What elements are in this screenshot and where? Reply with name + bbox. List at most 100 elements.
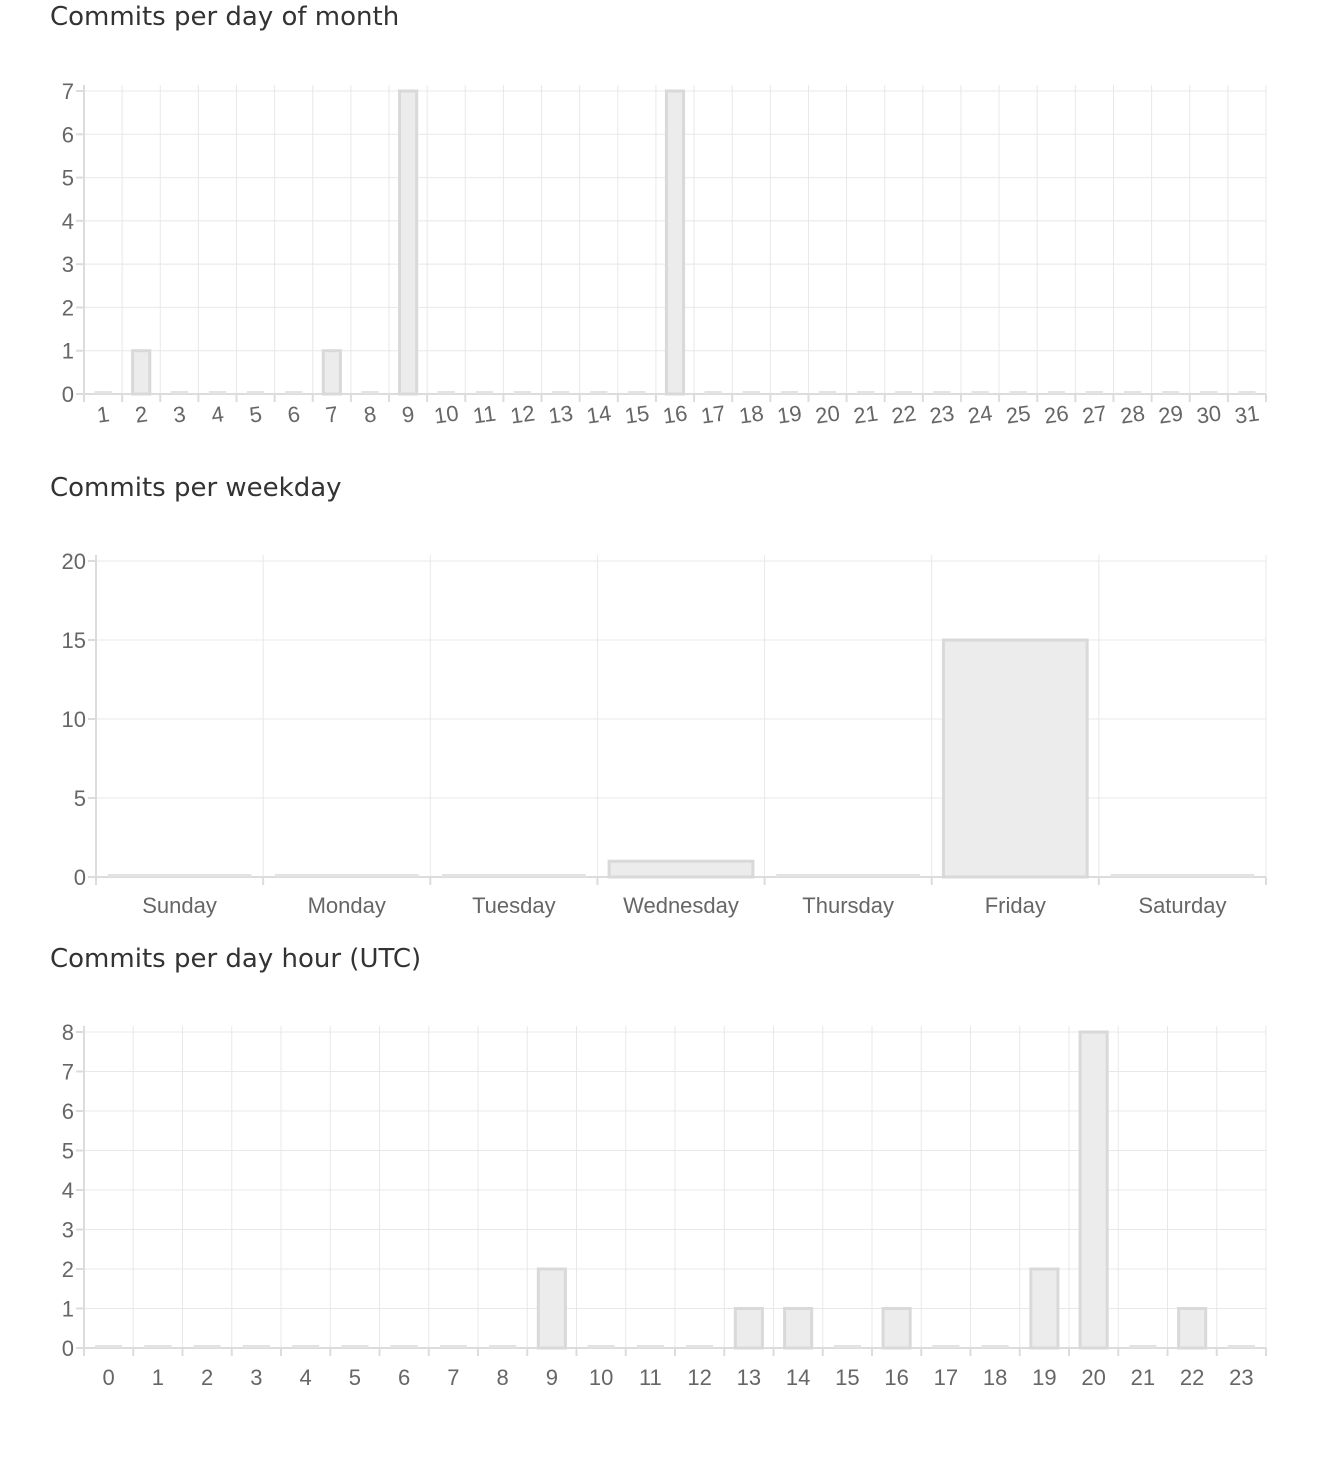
bar-2[interactable]	[131, 349, 152, 396]
bar-22[interactable]	[895, 391, 913, 394]
bar-14[interactable]	[783, 1307, 814, 1350]
x-tick-label: Sunday	[142, 893, 217, 918]
bar-8[interactable]	[489, 1345, 517, 1348]
bar-16[interactable]	[881, 1307, 912, 1350]
bar-14[interactable]	[590, 391, 608, 394]
bar-16[interactable]	[664, 89, 686, 396]
bar-10[interactable]	[437, 391, 455, 394]
y-tick-label: 1	[62, 1297, 74, 1322]
bars	[95, 1030, 1255, 1350]
bar-11[interactable]	[475, 391, 493, 394]
bar-11[interactable]	[636, 1345, 664, 1348]
y-tick-labels: 0 5 10 15 20	[62, 549, 86, 890]
y-tick-label: 20	[62, 549, 86, 574]
bar-Monday[interactable]	[274, 874, 419, 877]
bar-18[interactable]	[981, 1345, 1009, 1348]
bar-24[interactable]	[971, 391, 989, 394]
bar-15[interactable]	[628, 391, 646, 394]
y-tick-label: 3	[62, 252, 74, 277]
x-tick-label: 13	[737, 1365, 761, 1390]
bar-18[interactable]	[742, 391, 760, 394]
x-tick-label: 4	[300, 1365, 312, 1390]
bar-19[interactable]	[1029, 1267, 1060, 1350]
x-tick-label: 16	[884, 1365, 908, 1390]
bar-23[interactable]	[1227, 1345, 1255, 1348]
bar-Saturday[interactable]	[1110, 874, 1255, 877]
x-tick-label: 21	[1131, 1365, 1155, 1390]
bar-15[interactable]	[833, 1345, 861, 1348]
y-tick-label: 6	[62, 122, 74, 147]
bar-Wednesday[interactable]	[607, 859, 755, 879]
x-tick-label: 15	[835, 1365, 859, 1390]
bar-21[interactable]	[1129, 1345, 1157, 1348]
bar-13[interactable]	[552, 391, 570, 394]
bar-31[interactable]	[1238, 391, 1256, 394]
x-tick-label: 5	[248, 401, 264, 427]
bar-28[interactable]	[1123, 391, 1142, 394]
y-tick-label: 0	[62, 1336, 74, 1361]
bar-6[interactable]	[285, 391, 303, 394]
bar-12[interactable]	[686, 1345, 714, 1348]
x-tick-label: Monday	[308, 893, 386, 918]
x-tick-label: 17	[934, 1365, 958, 1390]
bar-10[interactable]	[587, 1345, 615, 1348]
bar-4[interactable]	[292, 1345, 320, 1348]
bar-6[interactable]	[390, 1345, 418, 1348]
bar-20[interactable]	[1078, 1030, 1109, 1350]
x-tick-label: 12	[687, 1365, 711, 1390]
bar-9[interactable]	[398, 89, 419, 396]
bar-17[interactable]	[932, 1345, 960, 1348]
x-tick-label: 6	[286, 401, 302, 427]
y-tick-label: 5	[62, 166, 74, 191]
bar-Sunday[interactable]	[107, 874, 252, 877]
x-tick-label: 29	[1157, 400, 1185, 428]
bar-Friday[interactable]	[941, 638, 1089, 879]
chart-title: Commits per day of month	[50, 2, 400, 32]
bar-12[interactable]	[513, 391, 532, 394]
x-tick-label: 22	[1180, 1365, 1204, 1390]
bar-17[interactable]	[704, 391, 722, 394]
bar-3[interactable]	[242, 1345, 270, 1348]
bar-25[interactable]	[1009, 391, 1027, 394]
x-tick-label: 9	[400, 401, 416, 427]
bar-5[interactable]	[247, 391, 265, 394]
bar-5[interactable]	[341, 1345, 369, 1348]
x-tick-label: 10	[432, 400, 460, 428]
bar-3[interactable]	[170, 391, 188, 394]
bar-26[interactable]	[1047, 391, 1065, 394]
bar-13[interactable]	[733, 1307, 764, 1350]
bar-2[interactable]	[193, 1345, 221, 1348]
y-tick-label: 1	[62, 339, 74, 364]
bar-29[interactable]	[1162, 391, 1180, 394]
bar-7[interactable]	[439, 1345, 467, 1348]
x-tick-label: 8	[497, 1365, 509, 1390]
bar-30[interactable]	[1200, 391, 1218, 394]
x-tick-label: 31	[1233, 400, 1261, 428]
x-tick-label: 3	[250, 1365, 262, 1390]
x-tick-label: 24	[966, 400, 994, 428]
bar-20[interactable]	[818, 391, 837, 394]
x-tick-label: 13	[547, 400, 575, 428]
chart-title: Commits per weekday	[50, 473, 342, 503]
x-tick-label: 5	[349, 1365, 361, 1390]
bar-23[interactable]	[933, 391, 951, 394]
bar-27[interactable]	[1085, 391, 1103, 394]
bar-1[interactable]	[94, 391, 112, 394]
bar-9[interactable]	[536, 1267, 567, 1350]
y-tick-label: 4	[62, 1178, 74, 1203]
chart-title: Commits per day hour (UTC)	[50, 944, 422, 974]
bar-4[interactable]	[208, 391, 227, 394]
bar-22[interactable]	[1177, 1307, 1208, 1350]
x-tick-label: 30	[1195, 400, 1223, 428]
x-tick-label: 25	[1004, 400, 1032, 428]
bar-Thursday[interactable]	[776, 874, 921, 877]
axes	[88, 555, 1267, 885]
bar-8[interactable]	[361, 391, 379, 394]
bar-7[interactable]	[321, 349, 342, 396]
bar-21[interactable]	[857, 391, 875, 394]
bar-Tuesday[interactable]	[441, 874, 586, 877]
bar-1[interactable]	[144, 1345, 172, 1348]
gridlines	[95, 555, 1267, 878]
bar-19[interactable]	[780, 391, 798, 394]
bar-0[interactable]	[95, 1345, 123, 1348]
